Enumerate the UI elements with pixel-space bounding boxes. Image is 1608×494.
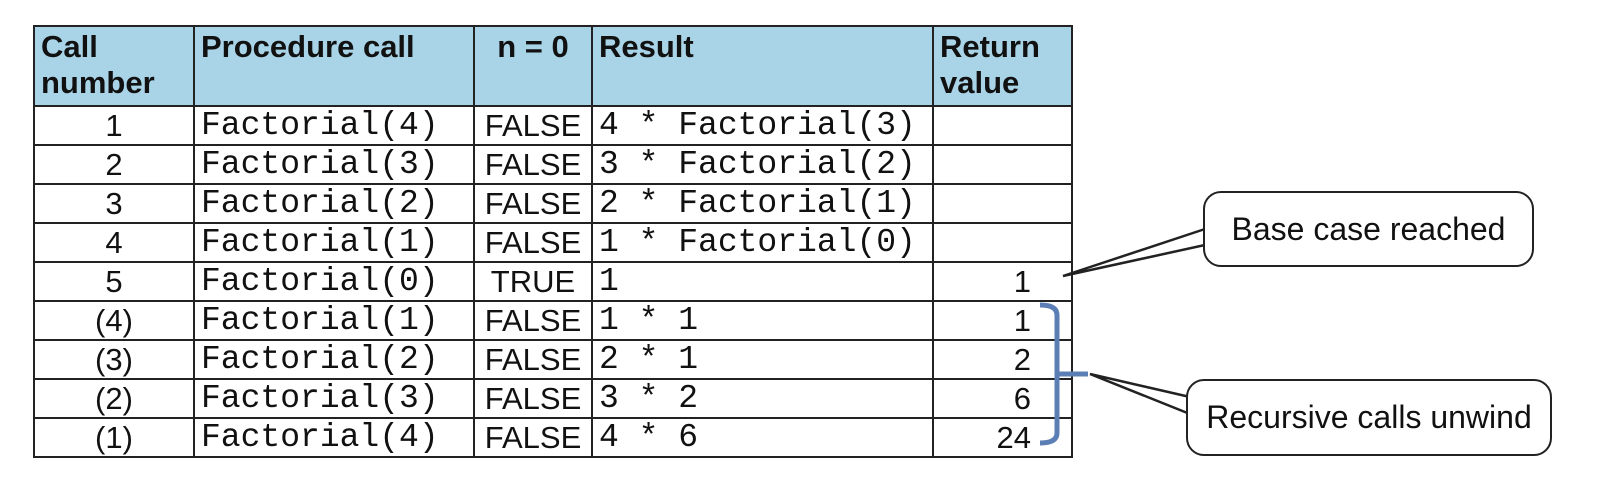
cell: Factorial(4) xyxy=(193,417,475,458)
cell: 24 xyxy=(932,417,1073,458)
header-cell: Return value xyxy=(932,25,1073,107)
cell: TRUE xyxy=(473,261,593,302)
cell: FALSE xyxy=(473,222,593,263)
cell: Factorial(0) xyxy=(193,261,475,302)
pointer xyxy=(1062,227,1207,278)
cell: 2 * Factorial(1) xyxy=(591,183,934,224)
cell: Factorial(3) xyxy=(193,144,475,185)
cell: FALSE xyxy=(473,183,593,224)
cell: 4 xyxy=(33,222,195,263)
cell: 4 * 6 xyxy=(591,417,934,458)
header-cell: n = 0 xyxy=(473,25,593,107)
cell: (3) xyxy=(33,339,195,380)
cell: 1 * 1 xyxy=(591,300,934,341)
cell: Factorial(1) xyxy=(193,300,475,341)
row: (1) Factorial(4) FALSE 4 * 6 24 xyxy=(33,417,1073,458)
cell xyxy=(932,105,1073,146)
cell: FALSE xyxy=(473,105,593,146)
cell: 1 xyxy=(932,261,1073,302)
cell: (1) xyxy=(33,417,195,458)
cell: FALSE xyxy=(473,417,593,458)
row: 1 Factorial(4) FALSE 4 * Factorial(3) xyxy=(33,105,1073,146)
header-cell: Procedure call xyxy=(193,25,475,107)
row: 4 Factorial(1) FALSE 1 * Factorial(0) xyxy=(33,222,1073,263)
trace-table: Call number Procedure call n = 0 Result Retu… xyxy=(33,25,1073,458)
cell: 6 xyxy=(932,378,1073,419)
callout: Base case reached xyxy=(1203,191,1534,267)
cell: FALSE xyxy=(473,378,593,419)
cell: Factorial(2) xyxy=(193,339,475,380)
cell: FALSE xyxy=(473,300,593,341)
cell xyxy=(932,183,1073,224)
row: 5 Factorial(0) TRUE 1 1 xyxy=(33,261,1073,302)
cell: Factorial(3) xyxy=(193,378,475,419)
header-cell: Call number xyxy=(33,25,195,107)
cell: 2 * 1 xyxy=(591,339,934,380)
cell: FALSE xyxy=(473,144,593,185)
cell: 4 * Factorial(3) xyxy=(591,105,934,146)
cell xyxy=(932,144,1073,185)
cell: Factorial(1) xyxy=(193,222,475,263)
cell: Factorial(4) xyxy=(193,105,475,146)
header-cell: Result xyxy=(591,25,934,107)
cell: (4) xyxy=(33,300,195,341)
cell: 3 xyxy=(33,183,195,224)
cell: 1 xyxy=(932,300,1073,341)
cell: 5 xyxy=(33,261,195,302)
row: 3 Factorial(2) FALSE 2 * Factorial(1) xyxy=(33,183,1073,224)
callout: Recursive calls unwind xyxy=(1186,379,1552,456)
cell: (2) xyxy=(33,378,195,419)
cell xyxy=(932,222,1073,263)
cell: 3 * Factorial(2) xyxy=(591,144,934,185)
cell: 3 * 2 xyxy=(591,378,934,419)
pointer xyxy=(1089,372,1192,416)
cell: 1 xyxy=(33,105,195,146)
cell: 1 * Factorial(0) xyxy=(591,222,934,263)
row: 2 Factorial(3) FALSE 3 * Factorial(2) xyxy=(33,144,1073,185)
cell: 1 xyxy=(591,261,934,302)
header-row: Call number Procedure call n = 0 Result Retu… xyxy=(33,25,1073,107)
bracket xyxy=(1039,302,1060,446)
cell: 2 xyxy=(932,339,1073,380)
cell: 2 xyxy=(33,144,195,185)
cell: Factorial(2) xyxy=(193,183,475,224)
cell: FALSE xyxy=(473,339,593,380)
